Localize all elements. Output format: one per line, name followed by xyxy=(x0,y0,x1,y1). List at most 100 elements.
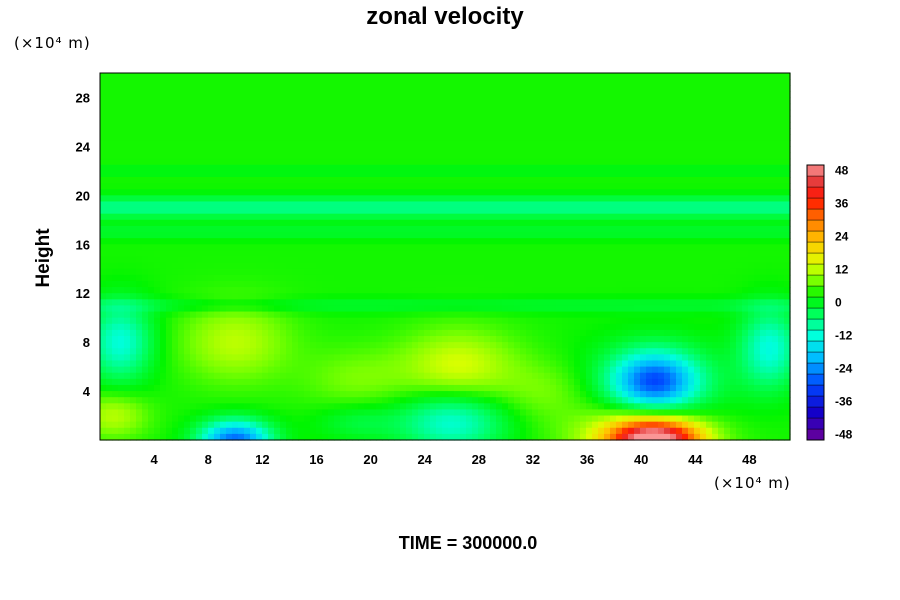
heatmap-cell xyxy=(370,85,377,92)
heatmap-cell xyxy=(508,354,515,362)
heatmap-cell xyxy=(124,140,131,147)
heatmap-cell xyxy=(388,378,395,386)
heatmap-cell xyxy=(400,268,407,276)
heatmap-cell xyxy=(214,268,221,276)
heatmap-cell xyxy=(118,366,125,374)
heatmap-cell xyxy=(484,397,491,404)
heatmap-cell xyxy=(406,336,413,343)
heatmap-cell xyxy=(304,256,311,264)
heatmap-cell xyxy=(352,427,359,435)
heatmap-cell xyxy=(496,170,503,178)
heatmap-cell xyxy=(220,232,227,239)
heatmap-cell xyxy=(466,244,473,251)
heatmap-cell xyxy=(286,311,293,319)
heatmap-cell xyxy=(118,427,125,435)
heatmap-cell xyxy=(322,378,329,386)
heatmap-cell xyxy=(532,354,539,362)
heatmap-cell xyxy=(484,403,491,411)
heatmap-cell xyxy=(394,164,401,172)
heatmap-cell xyxy=(388,348,395,355)
heatmap-cell xyxy=(226,189,233,196)
heatmap-cell xyxy=(250,311,257,319)
heatmap-cell xyxy=(544,232,551,239)
heatmap-cell xyxy=(370,378,377,386)
heatmap-cell xyxy=(538,225,545,233)
heatmap-cell xyxy=(238,158,245,166)
heatmap-cell xyxy=(214,421,221,429)
heatmap-cell xyxy=(262,195,269,203)
heatmap-cell xyxy=(502,146,509,154)
heatmap-cell xyxy=(298,128,305,135)
heatmap-cell xyxy=(484,146,491,154)
heatmap-cell xyxy=(484,103,491,111)
heatmap-cell xyxy=(334,152,341,160)
heatmap-cell xyxy=(130,348,137,355)
heatmap-cell xyxy=(130,268,137,276)
heatmap-cell xyxy=(550,433,557,441)
heatmap-cell xyxy=(448,213,455,221)
heatmap-cell xyxy=(118,384,125,392)
heatmap-cell xyxy=(442,280,449,288)
heatmap-cell xyxy=(562,170,569,178)
heatmap-cell xyxy=(346,97,353,105)
heatmap-cell xyxy=(526,268,533,276)
heatmap-cell xyxy=(220,354,227,362)
heatmap-cell xyxy=(448,232,455,239)
heatmap-cell xyxy=(550,134,557,141)
heatmap-cell xyxy=(508,360,515,368)
heatmap-cell xyxy=(472,415,479,423)
heatmap-cell xyxy=(448,183,455,190)
heatmap-cell xyxy=(376,409,383,417)
heatmap-cell xyxy=(250,79,257,86)
heatmap-cell xyxy=(328,348,335,355)
heatmap-cell xyxy=(520,323,527,331)
heatmap-cell xyxy=(154,403,161,411)
heatmap-cell xyxy=(298,170,305,178)
heatmap-cell xyxy=(568,348,575,355)
heatmap-cell xyxy=(328,274,335,282)
heatmap-cell xyxy=(304,391,311,398)
heatmap-cell xyxy=(118,360,125,368)
heatmap-cell xyxy=(280,152,287,160)
heatmap-cell xyxy=(454,128,461,135)
heatmap-cell xyxy=(538,311,545,319)
heatmap-cell xyxy=(472,409,479,417)
heatmap-cell xyxy=(316,244,323,251)
heatmap-cell xyxy=(358,391,365,398)
heatmap-cell xyxy=(268,207,275,215)
heatmap-cell xyxy=(466,97,473,105)
heatmap-cell xyxy=(532,366,539,374)
heatmap-cell xyxy=(436,274,443,282)
heatmap-cell xyxy=(418,317,425,325)
heatmap-cell xyxy=(322,262,329,270)
heatmap-cell xyxy=(484,421,491,429)
heatmap-cell xyxy=(376,391,383,398)
heatmap-cell xyxy=(196,397,203,404)
heatmap-cell xyxy=(556,250,563,258)
heatmap-cell xyxy=(256,128,263,135)
heatmap-cell xyxy=(436,421,443,429)
heatmap-cell xyxy=(382,146,389,154)
heatmap-cell xyxy=(292,97,299,105)
heatmap-cell xyxy=(436,397,443,404)
heatmap-cell xyxy=(502,268,509,276)
heatmap-cell xyxy=(250,225,257,233)
heatmap-cell xyxy=(238,152,245,160)
heatmap-cell xyxy=(400,164,407,172)
heatmap-cell xyxy=(376,79,383,86)
heatmap-cell xyxy=(532,85,539,92)
heatmap-cell xyxy=(406,189,413,196)
heatmap-cell xyxy=(418,366,425,374)
heatmap-cell xyxy=(100,305,107,313)
heatmap-cell xyxy=(268,280,275,288)
heatmap-cell xyxy=(544,262,551,270)
heatmap-cell xyxy=(418,360,425,368)
heatmap-cell xyxy=(322,329,329,337)
heatmap-cell xyxy=(262,329,269,337)
heatmap-cell xyxy=(358,336,365,343)
heatmap-cell xyxy=(460,366,467,374)
heatmap-cell xyxy=(502,85,509,92)
heatmap-cell xyxy=(334,415,341,423)
heatmap-cell xyxy=(478,79,485,86)
heatmap-cell xyxy=(400,238,407,245)
